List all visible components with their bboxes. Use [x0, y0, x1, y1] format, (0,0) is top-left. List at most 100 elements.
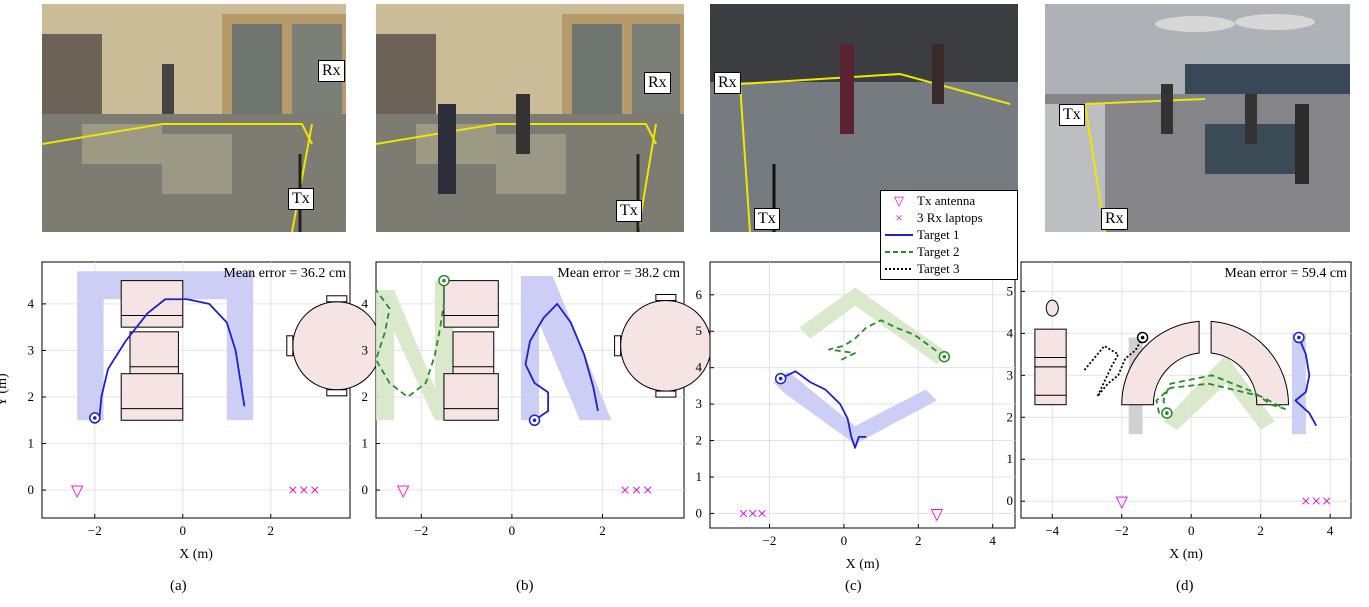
rx-marker: ×: [757, 503, 767, 523]
y-tick-label: 4: [28, 296, 35, 311]
round-table: [620, 299, 712, 392]
y-tick-label: 4: [362, 296, 369, 311]
legend-tx-marker: ▽: [894, 193, 904, 208]
y-tick-label: 3: [362, 342, 369, 357]
y-tick-label: 3: [1007, 367, 1014, 382]
photo-d: Tx Rx: [1045, 4, 1350, 232]
rx-marker: ×: [738, 503, 748, 523]
tx-marker: ▽: [397, 483, 410, 500]
rx-marker: ×: [310, 480, 320, 500]
x-tick-label: −2: [88, 523, 102, 538]
trajectory-target-1: [1294, 337, 1318, 427]
floor-band: [1163, 354, 1275, 430]
y-tick-label: 4: [696, 360, 703, 375]
rx-marker: ×: [1322, 491, 1332, 511]
x-tick-label: 0: [180, 523, 187, 538]
photo-a: Rx Tx: [42, 4, 346, 232]
furniture: [1034, 366, 1067, 406]
tx-marker: ▽: [71, 483, 84, 500]
legend-line-swatches: [885, 234, 913, 270]
furniture: [1034, 328, 1067, 368]
y-tick-label: 2: [28, 389, 35, 404]
x-tick-label: −2: [414, 523, 428, 538]
photo-d-scene: [1045, 4, 1350, 232]
x-tick-label: 2: [268, 523, 275, 538]
y-tick-label: 2: [1007, 409, 1014, 424]
x-tick-label: 4: [989, 533, 996, 548]
legend: ▽ Tx antenna × 3 Rx laptops Target 1 Tar…: [880, 190, 1018, 280]
chart-panel-c: −20240123456Mean error = 57.4 cmX (m)▽××…: [696, 261, 1016, 572]
sofa-right: [1210, 320, 1289, 406]
caption-c: (c): [845, 578, 862, 594]
chair: [655, 293, 677, 301]
trajectory-target-1: [94, 298, 246, 422]
y-tick-label: 1: [696, 469, 703, 484]
chair: [326, 295, 348, 303]
legend-target1: Target 1: [917, 227, 960, 242]
x-tick-label: 2: [1257, 523, 1264, 538]
tx-label: Tx: [616, 200, 642, 222]
x-tick-label: −2: [1115, 523, 1129, 538]
y-axis-label: Y (m): [0, 373, 10, 407]
legend-target2: Target 2: [917, 244, 960, 259]
floor-band: [77, 271, 254, 421]
rx-marker: ×: [631, 480, 641, 500]
x-axis-label: X (m): [1169, 547, 1203, 562]
x-tick-label: 4: [1327, 523, 1334, 538]
rx-label: Rx: [1101, 208, 1128, 230]
trajectory-target-1: [780, 370, 867, 449]
rx-marker: ×: [643, 480, 653, 500]
y-tick-label: 0: [696, 505, 703, 520]
chart-panel-d: −4 −2 0 2 4 0 1 2 3 4 5 Mean error = 59.4 cm X (m) ▽ ×…: [1007, 261, 1352, 562]
furniture: [120, 373, 184, 421]
y-tick-label: 5: [696, 323, 703, 338]
y-tick-label: 0: [1007, 493, 1014, 508]
furniture: [129, 331, 179, 379]
y-tick-label: 2: [362, 389, 369, 404]
furniture: [443, 280, 499, 328]
y-tick-label: 1: [1007, 451, 1014, 466]
y-tick-label: 5: [1007, 283, 1014, 298]
legend-rx-marker: ×: [895, 210, 903, 225]
chair: [655, 390, 677, 398]
rx-label: Rx: [318, 60, 345, 82]
rx-marker: ×: [299, 480, 309, 500]
floor-band: [773, 371, 937, 445]
x-tick-label: 0: [1188, 523, 1195, 538]
trajectory-target-2: [828, 319, 945, 362]
y-tick-label: 3: [28, 342, 35, 357]
rx-marker: ×: [1311, 491, 1321, 511]
chair: [286, 335, 294, 357]
start-marker-dot: [93, 416, 97, 420]
rx-label: Rx: [644, 72, 671, 94]
x-tick-label: −4: [1045, 523, 1059, 538]
furniture: [452, 331, 495, 379]
trash-can: [1045, 299, 1059, 317]
floor-band: [376, 280, 453, 421]
x-tick-label: 0: [509, 523, 516, 538]
rx-marker: ×: [1301, 491, 1311, 511]
furniture: [120, 280, 184, 328]
legend-tx: Tx antenna: [917, 193, 976, 208]
mean-error-label: Mean error = 59.4 cm: [1224, 266, 1347, 281]
x-tick-label: −2: [763, 533, 777, 548]
caption-d: (d): [1176, 578, 1194, 594]
x-tick-label: 0: [841, 533, 848, 548]
x-axis-label: X (m): [179, 547, 213, 562]
rx-label: Rx: [714, 72, 741, 94]
tx-marker: ▽: [931, 506, 944, 523]
rx-marker: ×: [620, 480, 630, 500]
trajectory-target-2: [1155, 374, 1286, 418]
tx-label: Tx: [754, 208, 780, 230]
chair: [614, 335, 622, 357]
chair: [326, 389, 348, 397]
caption-b: (b): [516, 578, 534, 594]
tx-label: Tx: [1059, 104, 1085, 126]
legend-target3: Target 3: [917, 261, 960, 276]
trajectory-target-1: [524, 302, 599, 421]
y-tick-label: 6: [696, 287, 703, 302]
floor-band: [799, 287, 949, 365]
tx-marker: ▽: [1116, 494, 1129, 511]
